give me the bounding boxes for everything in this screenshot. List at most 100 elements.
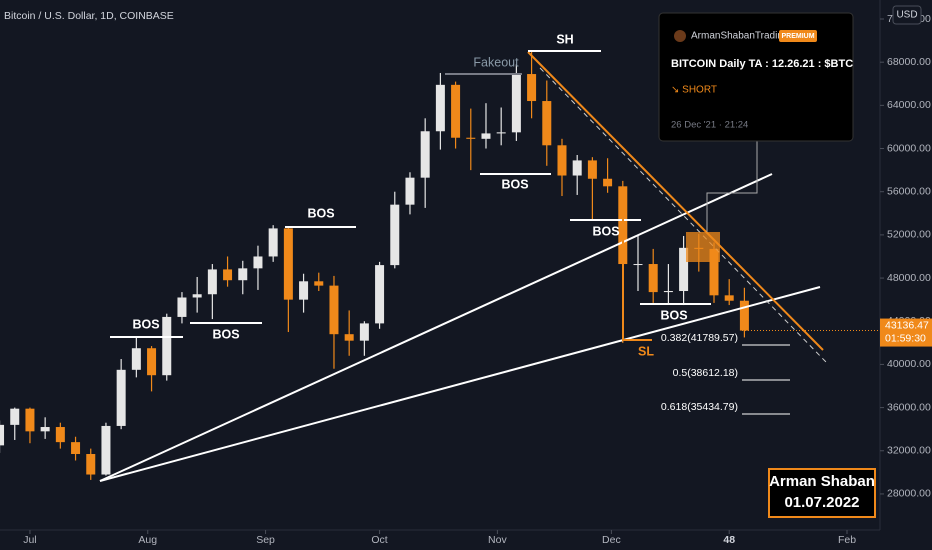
signature-date: 01.07.2022	[784, 494, 859, 511]
candle-body	[511, 74, 521, 133]
chart-title: Bitcoin / U.S. Dollar, 1D, COINBASE	[4, 10, 174, 22]
candle-body	[253, 256, 263, 269]
candle-body	[390, 204, 400, 266]
candle-body	[557, 145, 567, 176]
x-tick-label: Nov	[488, 534, 507, 546]
countdown: 01:59:30	[885, 332, 926, 344]
currency-badge	[892, 5, 922, 25]
popup-author: ArmanShabanTrading	[691, 31, 788, 42]
candle-body	[405, 177, 415, 205]
bos-label: BOS	[132, 317, 159, 331]
sh-label: SH	[556, 32, 573, 46]
x-tick-label: Dec	[602, 534, 621, 546]
candle-body	[207, 269, 217, 295]
candle-body	[527, 74, 537, 102]
candle-body	[162, 316, 172, 376]
candle-body	[466, 137, 476, 139]
candle-body	[101, 425, 111, 475]
candle-body	[116, 369, 126, 426]
candle-body	[359, 323, 369, 341]
candle-body	[481, 133, 491, 139]
premium-badge	[779, 30, 817, 42]
popup-badge: PREMIUM	[781, 33, 814, 40]
bos-label: BOS	[501, 177, 528, 191]
last-price: 43136.47	[885, 319, 929, 331]
candle-body	[587, 160, 597, 179]
candle-body	[739, 300, 749, 331]
trendline	[99, 286, 821, 482]
avatar	[674, 30, 686, 42]
x-tick-label: Jul	[23, 534, 36, 546]
candle-body	[0, 424, 5, 446]
y-tick-label: 60000.00	[887, 142, 931, 154]
y-tick-label: 32000.00	[887, 445, 931, 457]
trendline	[99, 173, 773, 482]
x-tick-label: Aug	[138, 534, 157, 546]
candles	[0, 51, 749, 480]
x-tick-label: Feb	[838, 534, 856, 546]
y-tick-label: 52000.00	[887, 229, 931, 241]
candle-body	[71, 442, 81, 455]
y-tick-label: 48000.00	[887, 272, 931, 284]
candle-body	[542, 101, 552, 146]
candle-body	[314, 281, 324, 286]
candle-body	[55, 427, 65, 443]
trendline	[527, 51, 824, 351]
sl-label: SL	[638, 344, 654, 358]
candle-body	[192, 294, 202, 298]
candle-body	[724, 295, 734, 301]
candle-body	[572, 160, 582, 176]
candle-body	[329, 285, 339, 335]
candle-body	[648, 264, 658, 293]
candle-body	[147, 348, 157, 376]
candle-body	[435, 84, 445, 132]
bos-label: BOS	[212, 327, 239, 341]
x-tick-label: Oct	[371, 534, 387, 546]
sl-line	[622, 215, 652, 341]
candle-body	[344, 334, 354, 341]
fib-label: 0.5(38612.18)	[673, 367, 738, 379]
fib-label: 0.618(35434.79)	[661, 401, 738, 413]
y-tick-label: 56000.00	[887, 185, 931, 197]
bos-label: BOS	[592, 224, 619, 238]
candle-body	[679, 247, 689, 292]
candle-body	[420, 131, 430, 178]
candle-body	[25, 408, 35, 432]
y-tick-label: 40000.00	[887, 358, 931, 370]
highlight-box	[686, 232, 720, 262]
candle-body	[375, 265, 385, 324]
candle-body	[238, 268, 248, 281]
candle-body	[283, 228, 293, 300]
candle-body	[709, 248, 719, 296]
candle-body	[131, 348, 141, 370]
candle-body	[10, 408, 20, 425]
signature-name: Arman Shaban	[769, 473, 875, 490]
candle-body	[603, 178, 613, 187]
candle-body	[177, 297, 187, 317]
candle-body	[663, 291, 673, 293]
connector	[706, 140, 758, 232]
popup-signal: ↘ SHORT	[671, 85, 717, 96]
currency: USD	[896, 10, 917, 21]
x-tick-label: Sep	[256, 534, 275, 546]
axes: 28000.0032000.0036000.0040000.0044000.00…	[23, 13, 932, 546]
y-tick-label: 68000.00	[887, 56, 931, 68]
candle-body	[268, 228, 278, 257]
candle-body	[451, 84, 461, 138]
bos-label: BOS	[660, 308, 687, 322]
candle-body	[40, 427, 50, 432]
y-tick-label: 36000.00	[887, 401, 931, 413]
x-tick-label: 48	[723, 534, 735, 546]
popup	[658, 12, 854, 142]
popup-title: BITCOIN Daily TA : 12.26.21 : $BTC	[671, 58, 853, 70]
bos-label: BOS	[307, 206, 334, 220]
y-tick-label: 28000.00	[887, 488, 931, 500]
last-price-tag	[880, 318, 932, 347]
candle-body	[633, 264, 643, 266]
fakeout-label: Fakeout	[473, 55, 519, 69]
candle-body	[223, 269, 233, 281]
candle-body	[86, 454, 96, 475]
popup-date: 26 Dec '21 · 21:24	[671, 120, 748, 131]
fib-label: 0.382(41789.57)	[661, 332, 738, 344]
y-tick-label: 64000.00	[887, 99, 931, 111]
